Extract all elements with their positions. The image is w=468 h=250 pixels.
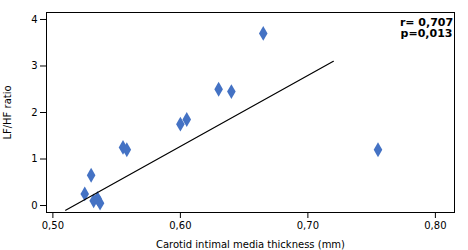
svg-text:r= 0,707p=0,013: r= 0,707p=0,013 [400, 16, 453, 40]
svg-text:0,60: 0,60 [169, 220, 191, 231]
svg-text:1: 1 [31, 153, 37, 164]
svg-text:0,70: 0,70 [297, 220, 319, 231]
svg-text:4: 4 [31, 14, 37, 25]
svg-text:0,50: 0,50 [42, 220, 64, 231]
svg-text:3: 3 [31, 60, 37, 71]
svg-text:2: 2 [31, 107, 37, 118]
svg-text:Carotid intimal media thicknes: Carotid intimal media thickness (mm) [156, 239, 345, 250]
svg-text:LF/HF ratio: LF/HF ratio [2, 85, 13, 139]
svg-text:0,80: 0,80 [424, 220, 446, 231]
svg-text:0: 0 [31, 200, 37, 211]
